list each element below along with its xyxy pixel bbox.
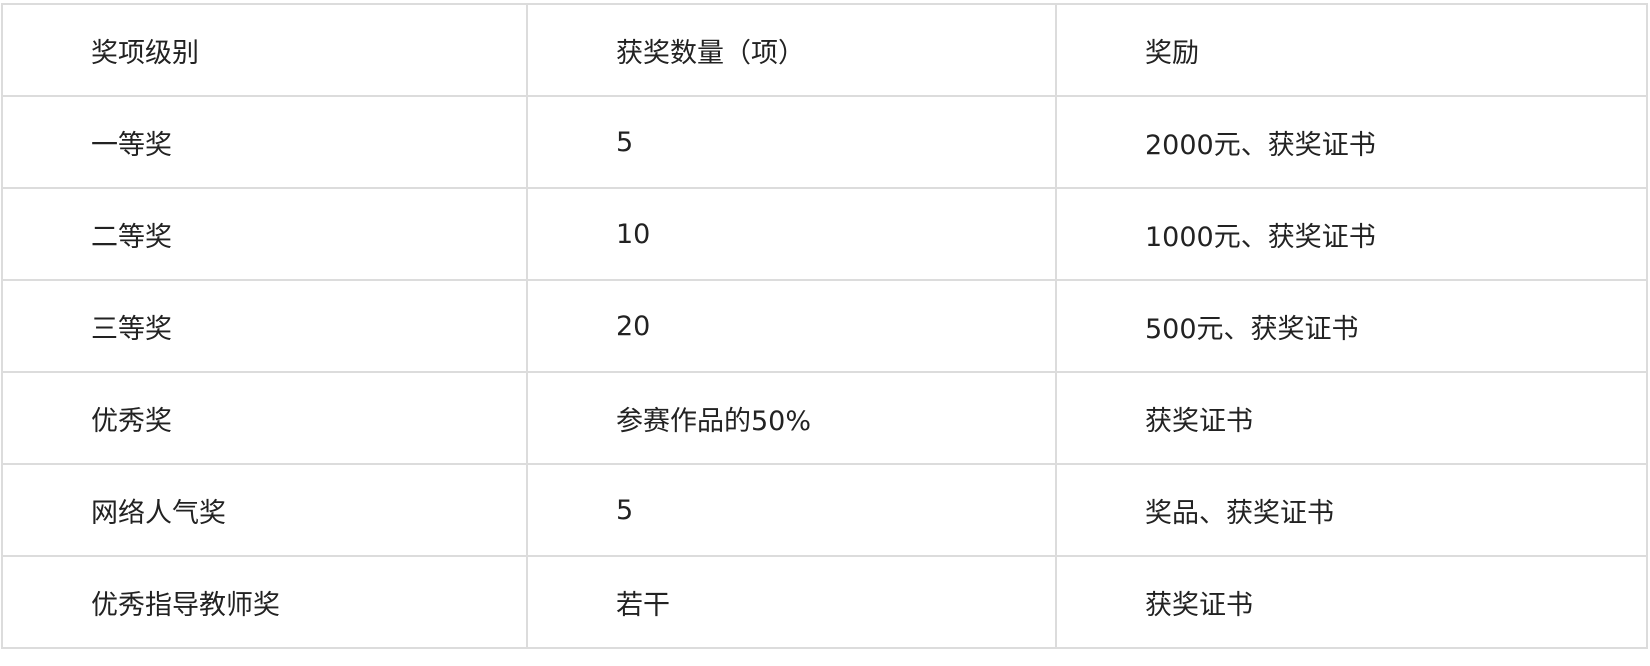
cell-reward: 1000元、获奖证书 xyxy=(1055,187,1648,281)
cell-level: 优秀奖 xyxy=(1,371,528,465)
cell-count: 20 xyxy=(526,279,1057,373)
cell-reward: 500元、获奖证书 xyxy=(1055,279,1648,373)
awards-table: 奖项级别 获奖数量（项） 奖励 一等奖 5 2000元、获奖证书 二等奖 10 1000元… xyxy=(1,3,1648,649)
cell-count: 参赛作品的50% xyxy=(526,371,1057,465)
cell-reward: 获奖证书 xyxy=(1055,371,1648,465)
cell-level: 优秀指导教师奖 xyxy=(1,555,528,649)
header-cell-count: 获奖数量（项） xyxy=(526,3,1057,97)
table-row: 二等奖 10 1000元、获奖证书 xyxy=(1,187,1648,281)
header-row: 奖项级别 获奖数量（项） 奖励 xyxy=(1,3,1648,97)
table-row: 优秀奖 参赛作品的50% 获奖证书 xyxy=(1,371,1648,465)
cell-level: 一等奖 xyxy=(1,95,528,189)
cell-level: 二等奖 xyxy=(1,187,528,281)
cell-count: 5 xyxy=(526,95,1057,189)
table-row: 三等奖 20 500元、获奖证书 xyxy=(1,279,1648,373)
cell-level: 三等奖 xyxy=(1,279,528,373)
cell-reward: 奖品、获奖证书 xyxy=(1055,463,1648,557)
table-row: 优秀指导教师奖 若干 获奖证书 xyxy=(1,555,1648,649)
cell-count: 若干 xyxy=(526,555,1057,649)
table-row: 网络人气奖 5 奖品、获奖证书 xyxy=(1,463,1648,557)
header-cell-reward: 奖励 xyxy=(1055,3,1648,97)
cell-level: 网络人气奖 xyxy=(1,463,528,557)
cell-count: 5 xyxy=(526,463,1057,557)
cell-reward: 2000元、获奖证书 xyxy=(1055,95,1648,189)
cell-reward: 获奖证书 xyxy=(1055,555,1648,649)
table-row: 一等奖 5 2000元、获奖证书 xyxy=(1,95,1648,189)
header-cell-level: 奖项级别 xyxy=(1,3,528,97)
cell-count: 10 xyxy=(526,187,1057,281)
